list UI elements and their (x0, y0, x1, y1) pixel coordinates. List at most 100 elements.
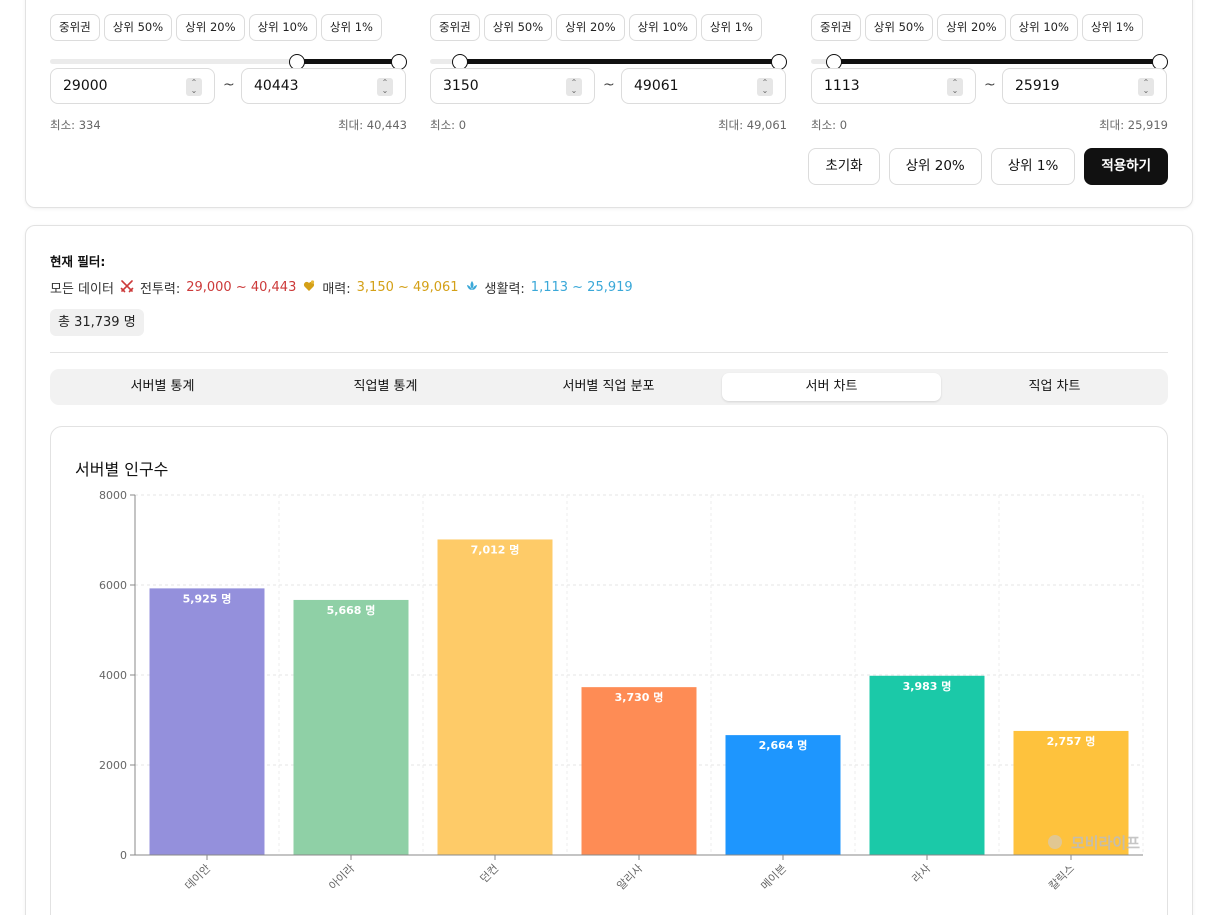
charm-range: 3,150 ~ 49,061 (356, 280, 459, 295)
x-tick-label: 라사 (910, 862, 934, 886)
watermark-icon (1048, 835, 1062, 849)
combat-range: 29,000 ~ 40,443 (186, 280, 297, 295)
bar-라사 (869, 675, 985, 855)
spinner-icon[interactable]: ⌃ ⌄ (757, 78, 773, 96)
filter-group-life: 중위권 상위 50% 상위 20% 상위 10% 상위 1% 1113 ⌃ ⌄ 25919 ⌃ … (811, 0, 1168, 137)
bar-메이븐 (725, 735, 841, 855)
charm-label: 매력: (322, 282, 351, 297)
range-separator: ~ (223, 77, 235, 93)
divider (50, 352, 1168, 353)
filter-panel: 중위권 상위 50% 상위 20% 상위 10% 상위 1% 29000 ⌃ ⌄ 40443 ⌃… (25, 0, 1193, 208)
min-value-input[interactable]: 29000 ⌃ ⌄ (50, 68, 215, 104)
sword-icon (120, 279, 134, 297)
slider-fill (459, 59, 779, 64)
tab-server-job-distribution[interactable]: 서버별 직업 분포 (562, 379, 655, 394)
top20-button[interactable]: 상위 20% (888, 148, 982, 185)
max-value-input[interactable]: 40443 ⌃ ⌄ (241, 68, 406, 104)
filter-actions: 초기화 상위 20% 상위 1% 적용하기 (799, 148, 1168, 185)
max-value-text: 25919 (1015, 78, 1060, 94)
x-tick-label: 칼릭스 (1046, 862, 1077, 893)
range-slider[interactable] (50, 54, 407, 70)
reset-button[interactable]: 초기화 (808, 148, 880, 185)
spinner-icon[interactable]: ⌃ ⌄ (566, 78, 582, 96)
preset-chips: 중위권 상위 50% 상위 20% 상위 10% 상위 1% (50, 14, 386, 42)
preset-chip[interactable]: 중위권 (430, 14, 480, 41)
current-filter-summary: 모든 데이터 전투력: 29,000 ~ 40,443 매력: 3,150 ~ … (50, 278, 639, 297)
x-tick-label: 던컨 (478, 862, 502, 886)
max-value-input[interactable]: 49061 ⌃ ⌄ (621, 68, 786, 104)
chart-title: 서버별 인구수 (75, 460, 169, 479)
preset-chip[interactable]: 상위 50% (103, 14, 173, 41)
preset-chips: 중위권 상위 50% 상위 20% 상위 10% 상위 1% (430, 14, 766, 42)
preset-chip[interactable]: 상위 1% (700, 14, 762, 41)
life-range: 1,113 ~ 25,919 (530, 280, 633, 295)
bar-value-label: 2,757 명 (1047, 734, 1096, 748)
y-tick-label: 2000 (99, 759, 127, 772)
preset-chip[interactable]: 중위권 (811, 14, 861, 41)
bar-칼릭스 (1013, 730, 1129, 855)
preset-chip[interactable]: 중위권 (50, 14, 100, 41)
x-tick-label: 아이라 (326, 862, 357, 893)
preset-chip[interactable]: 상위 1% (1081, 14, 1143, 41)
life-label: 생활력: (484, 282, 525, 297)
range-separator: ~ (603, 77, 615, 93)
population-bar-chart: 5,925 명 5,668 명 7,012 명 3,730 명 2,664 명 3,983… (99, 489, 1144, 893)
preset-chip[interactable]: 상위 20% (176, 14, 245, 41)
current-filter-title: 현재 필터: (50, 254, 106, 269)
slider-track (50, 59, 407, 64)
x-tick-label: 알리사 (614, 861, 645, 892)
y-tick-label: 0 (120, 849, 127, 862)
tab-job-stats[interactable]: 직업별 통계 (353, 379, 418, 394)
preset-chip[interactable]: 상위 20% (937, 14, 1006, 41)
tab-server-chart[interactable]: 서버 차트 (722, 373, 941, 401)
range-inputs: 1113 ⌃ ⌄ 25919 ⌃ ⌄ ~ (811, 68, 1168, 104)
bar-value-label: 3,730 명 (615, 690, 664, 704)
preset-chip[interactable]: 상위 50% (864, 14, 934, 41)
bar-데이안 (149, 588, 265, 855)
filter-group-charm: 중위권 상위 50% 상위 20% 상위 10% 상위 1% 3150 ⌃ ⌄ 49061 ⌃ … (430, 0, 787, 137)
max-value-text: 49061 (634, 78, 679, 94)
bar-value-label: 5,925 명 (183, 591, 232, 605)
slider-fill (833, 59, 1160, 64)
bar-value-label: 7,012 명 (471, 542, 520, 556)
y-tick-label: 8000 (99, 489, 127, 502)
min-value-text: 1113 (824, 78, 860, 94)
tab-job-chart[interactable]: 직업 차트 (1028, 379, 1081, 394)
preset-chip[interactable]: 상위 1% (320, 14, 382, 41)
spinner-icon[interactable]: ⌃ ⌄ (947, 78, 963, 96)
max-value-input[interactable]: 25919 ⌃ ⌄ (1002, 68, 1167, 104)
spinner-icon[interactable]: ⌃ ⌄ (186, 78, 202, 96)
preset-chip[interactable]: 상위 20% (556, 14, 625, 41)
x-tick-label: 메이븐 (758, 862, 789, 893)
x-tick-label: 데이안 (182, 862, 213, 893)
heart-icon (302, 279, 316, 297)
chart-card: 서버별 인구수 5,925 명 5,668 명 7,012 명 3,730 명 2,66… (50, 426, 1168, 915)
y-tick-label: 4000 (99, 669, 127, 682)
preset-chip[interactable]: 상위 10% (248, 14, 317, 41)
max-label: 최대: 40,443 (338, 118, 407, 132)
preset-chip[interactable]: 상위 50% (483, 14, 553, 41)
preset-chip[interactable]: 상위 10% (1009, 14, 1078, 41)
top1-button[interactable]: 상위 1% (990, 148, 1076, 185)
min-value-text: 3150 (443, 78, 479, 94)
min-max-labels: 최소: 334 최대: 40,443 (50, 117, 407, 133)
total-count-badge: 총 31,739 명 (50, 309, 144, 336)
spinner-icon[interactable]: ⌃ ⌄ (1138, 78, 1154, 96)
bar-던컨 (437, 539, 553, 855)
max-value-text: 40443 (254, 78, 299, 94)
results-panel: 현재 필터: 모든 데이터 전투력: 29,000 ~ 40,443 매력: 3… (25, 225, 1193, 915)
spinner-icon[interactable]: ⌃ ⌄ (377, 78, 393, 96)
preset-chip[interactable]: 상위 10% (628, 14, 697, 41)
min-value-input[interactable]: 1113 ⌃ ⌄ (811, 68, 976, 104)
all-data-label: 모든 데이터 (50, 282, 114, 297)
min-value-input[interactable]: 3150 ⌃ ⌄ (430, 68, 595, 104)
min-label: 최소: 0 (811, 118, 848, 132)
bar-아이라 (293, 599, 409, 855)
min-max-labels: 최소: 0 최대: 25,919 (811, 117, 1168, 133)
bar-value-label: 5,668 명 (327, 603, 376, 617)
min-label: 최소: 0 (430, 118, 467, 132)
watermark-text: 모비라이프 (1071, 834, 1140, 852)
apply-button[interactable]: 적용하기 (1084, 148, 1168, 185)
tab-server-stats[interactable]: 서버별 통계 (130, 379, 195, 394)
filter-group-combat: 중위권 상위 50% 상위 20% 상위 10% 상위 1% 29000 ⌃ ⌄ 40443 ⌃… (50, 0, 407, 137)
